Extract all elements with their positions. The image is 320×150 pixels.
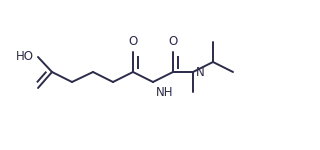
Text: O: O (128, 35, 138, 48)
Text: O: O (168, 35, 178, 48)
Text: HO: HO (16, 51, 34, 63)
Text: N: N (196, 66, 205, 78)
Text: NH: NH (156, 86, 173, 99)
